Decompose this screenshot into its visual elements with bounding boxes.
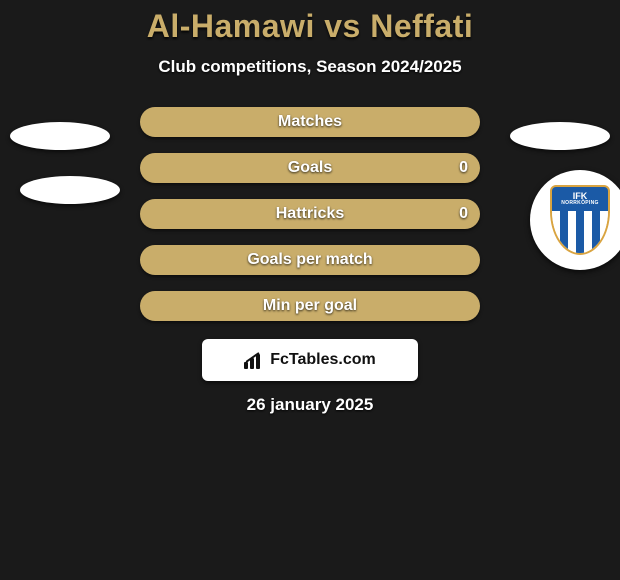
stat-row-matches: Matches: [140, 107, 480, 137]
stat-row-goals: Goals 0: [140, 153, 480, 183]
avatar-placeholder-right-1: [510, 122, 610, 150]
stat-row-min-per-goal: Min per goal: [140, 291, 480, 321]
stat-row-goals-per-match: Goals per match: [140, 245, 480, 275]
stat-right: 0: [459, 205, 468, 223]
subtitle: Club competitions, Season 2024/2025: [0, 57, 620, 77]
page-title: Al-Hamawi vs Neffati: [0, 8, 620, 45]
stat-label: Hattricks: [276, 205, 344, 223]
shield-icon: IFK NORRKÖPING: [550, 185, 610, 255]
stat-label: Min per goal: [263, 297, 357, 315]
bar-chart-icon: [244, 351, 266, 369]
avatar-placeholder-left-2: [20, 176, 120, 204]
watermark-badge: FcTables.com: [202, 339, 418, 381]
stat-label: Goals per match: [247, 251, 372, 269]
badge-line2: NORRKÖPING: [561, 201, 598, 206]
avatar-placeholder-left-1: [10, 122, 110, 150]
club-badge: IFK NORRKÖPING: [530, 170, 620, 270]
date-label: 26 january 2025: [0, 395, 620, 415]
stat-label: Matches: [278, 113, 342, 131]
stat-row-hattricks: Hattricks 0: [140, 199, 480, 229]
stat-label: Goals: [288, 159, 332, 177]
stat-right: 0: [459, 159, 468, 177]
watermark-text: FcTables.com: [270, 351, 376, 369]
